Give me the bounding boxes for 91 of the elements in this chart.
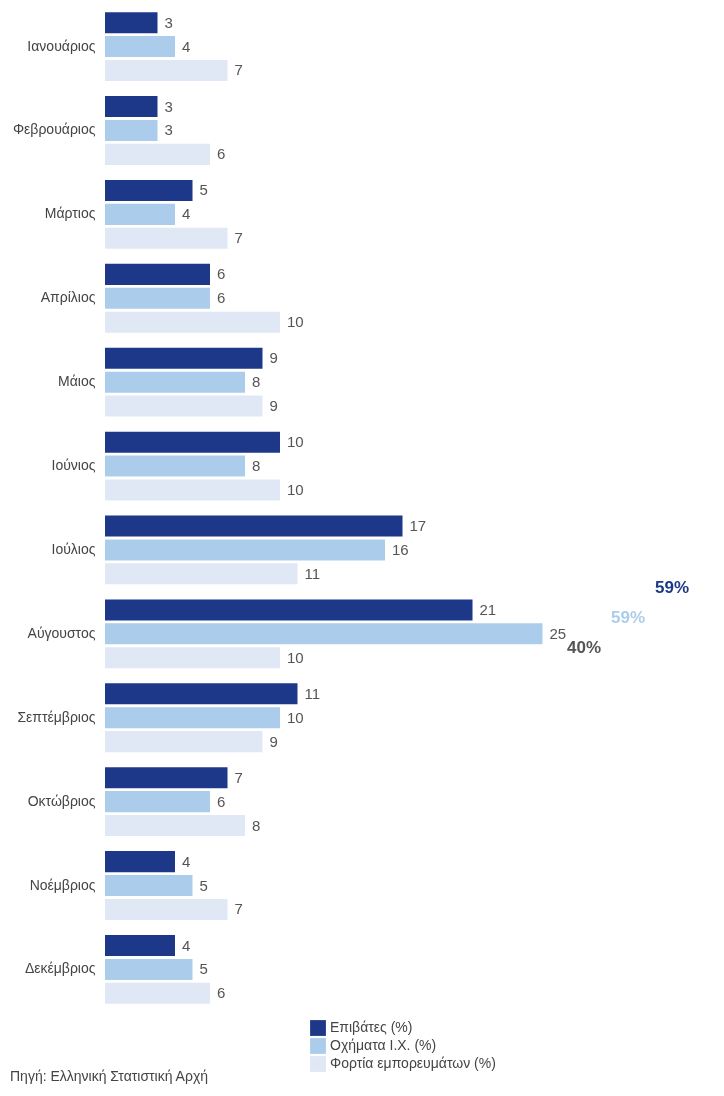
data-label: 6 [217, 265, 226, 283]
data-label: 16 [392, 540, 409, 558]
data-label: 10 [287, 708, 304, 726]
data-label: 9 [269, 349, 278, 367]
bar [105, 731, 263, 753]
data-label: 7 [234, 900, 243, 918]
bar [105, 12, 158, 34]
data-label: 7 [234, 768, 243, 786]
text: 40% [567, 638, 602, 657]
bar [105, 36, 175, 58]
data-label: 4 [182, 37, 191, 55]
bar [105, 539, 385, 561]
bar [105, 455, 245, 477]
bar [105, 958, 193, 980]
data-label: 6 [217, 792, 226, 810]
bar [105, 898, 228, 920]
bar [105, 935, 175, 957]
bar [105, 395, 263, 417]
bar [105, 623, 543, 645]
data-label: 8 [252, 457, 261, 475]
data-label: 5 [199, 876, 208, 894]
bar [105, 791, 210, 813]
bar [105, 515, 403, 537]
data-label: 6 [217, 289, 226, 307]
bar [105, 203, 175, 225]
legend-label: Φορτία εμπορευμάτων (%) [330, 1055, 496, 1071]
legend-label: Οχήματα Ι.Χ. (%) [330, 1037, 437, 1053]
bar [105, 875, 193, 897]
data-label: 11 [304, 564, 321, 582]
bar [105, 179, 193, 201]
data-label: 5 [199, 181, 208, 199]
y-tick-label: Αύγουστος [27, 624, 96, 641]
bar [105, 59, 228, 81]
data-label: 21 [479, 600, 497, 618]
bar [105, 119, 158, 141]
y-tick-label: Νοέμβριος [29, 876, 96, 893]
bar [105, 647, 280, 669]
y-tick-label: Φεβρουάριος [12, 121, 96, 138]
text: Πηγή: Ελληνική Στατιστική Αρχή [10, 1068, 209, 1084]
y-tick-label: Μάιος [58, 373, 96, 390]
bar [105, 982, 210, 1004]
bar [105, 96, 158, 118]
bar [105, 767, 228, 789]
bar [105, 287, 210, 309]
y-tick-label: Ιανουάριος [27, 37, 96, 54]
bar [105, 227, 228, 249]
data-label: 6 [217, 145, 226, 163]
y-tick-label: Ιούνιος [51, 457, 96, 474]
bar [105, 263, 210, 285]
data-label: 10 [287, 433, 304, 451]
bar [105, 707, 280, 729]
text: 59% [611, 608, 646, 627]
data-label: 5 [199, 960, 208, 978]
data-label: 4 [182, 936, 191, 954]
bar [105, 347, 263, 369]
data-label: 3 [164, 121, 173, 139]
bar [105, 851, 175, 873]
bar [105, 683, 298, 705]
bar [105, 599, 473, 621]
data-label: 25 [549, 624, 567, 642]
bar [105, 815, 245, 837]
y-tick-label: Μάρτιος [44, 205, 96, 222]
data-label: 7 [234, 61, 243, 79]
y-tick-label: Σεπτέμβριος [17, 708, 96, 725]
legend-label: Επιβάτες (%) [330, 1019, 413, 1035]
data-label: 4 [182, 852, 191, 870]
data-label: 8 [252, 373, 261, 391]
y-tick-label: Απρίλιος [40, 289, 96, 306]
y-tick-label: Δεκέμβριος [24, 960, 96, 977]
data-label: 10 [287, 648, 304, 666]
data-label: 7 [234, 229, 243, 247]
bar [105, 431, 280, 453]
bar [105, 371, 245, 393]
data-label: 3 [164, 97, 173, 115]
y-tick-label: Ιούλιος [51, 540, 96, 557]
data-label: 11 [304, 684, 321, 702]
data-label: 4 [182, 205, 191, 223]
data-label: 10 [287, 313, 304, 331]
data-label: 8 [252, 816, 261, 834]
text: 59% [655, 578, 690, 597]
bar [105, 563, 298, 585]
bar [105, 311, 280, 333]
bar [105, 143, 210, 165]
data-label: 17 [409, 517, 427, 535]
data-label: 6 [217, 984, 226, 1002]
data-label: 9 [269, 732, 278, 750]
data-label: 10 [287, 480, 304, 498]
data-label: 3 [164, 13, 173, 31]
bar [105, 479, 280, 501]
y-tick-label: Οκτώβριος [27, 792, 96, 809]
data-label: 9 [269, 397, 278, 415]
